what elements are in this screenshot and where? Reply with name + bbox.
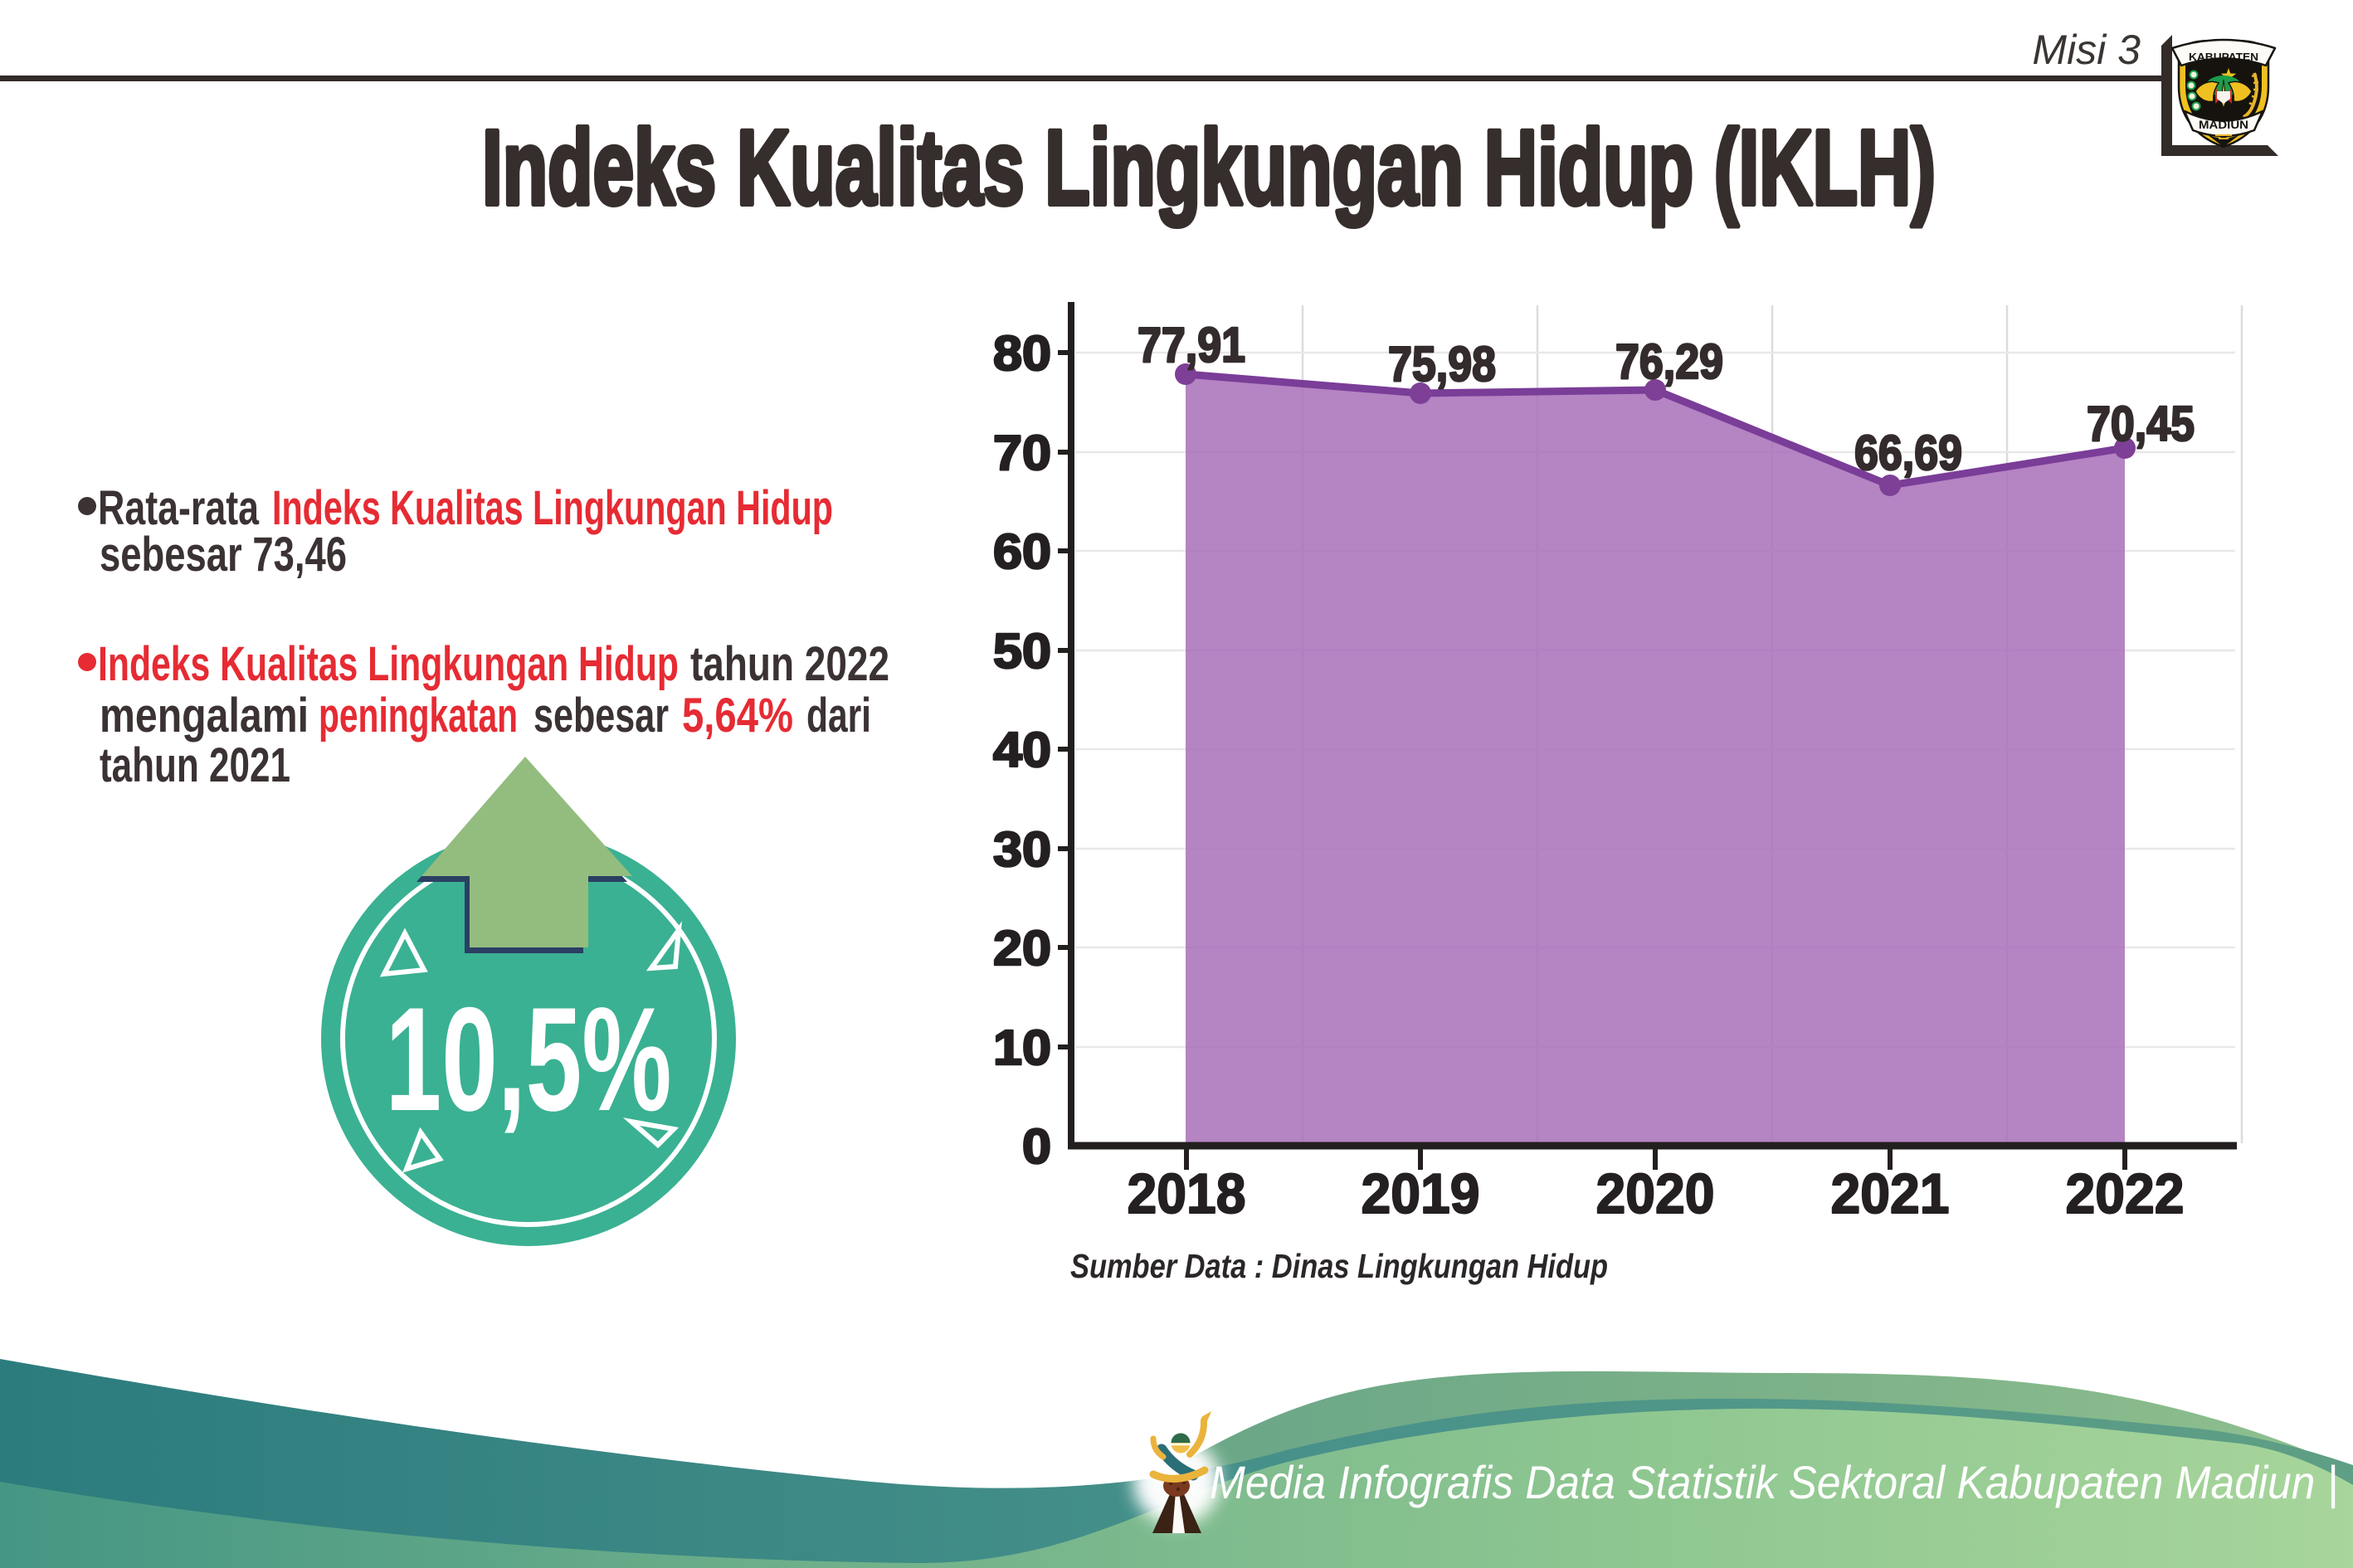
svg-text:70: 70	[993, 426, 1051, 480]
svg-text:5,64%: 5,64%	[682, 689, 793, 743]
svg-text:2020: 2020	[1596, 1162, 1715, 1225]
svg-text:2019: 2019	[1362, 1162, 1480, 1225]
svg-text:76,29: 76,29	[1615, 334, 1723, 389]
svg-text:80: 80	[993, 326, 1051, 381]
svg-text:Indeks Kualitas Lingkungan Hid: Indeks Kualitas Lingkungan Hidup	[272, 481, 833, 535]
svg-text:40: 40	[993, 723, 1051, 777]
svg-text:66,69: 66,69	[1854, 426, 1962, 480]
svg-text:dari: dari	[806, 689, 871, 743]
svg-text:2021: 2021	[1831, 1162, 1950, 1225]
svg-text:Indeks Kualitas Lingkungan Hid: Indeks Kualitas Lingkungan Hidup (IKLH)	[482, 109, 1936, 227]
svg-text:75,98: 75,98	[1388, 337, 1496, 392]
svg-text:20: 20	[993, 921, 1051, 976]
svg-text:2022: 2022	[2066, 1162, 2185, 1225]
svg-text:Media Infografis Data Statisti: Media Infografis Data Statistik Sektoral…	[1210, 1456, 2338, 1509]
svg-text:70,45: 70,45	[2087, 397, 2195, 451]
svg-text:50: 50	[993, 624, 1051, 679]
svg-text:sebesar 73,46: sebesar 73,46	[100, 528, 347, 582]
svg-text:60: 60	[993, 524, 1051, 579]
svg-text:KABUPATEN: KABUPATEN	[2189, 51, 2258, 63]
svg-text:mengalami: mengalami	[100, 689, 309, 743]
svg-text:2018: 2018	[1128, 1162, 1246, 1225]
svg-text:10,5%: 10,5%	[386, 976, 672, 1142]
svg-text:Misi 3: Misi 3	[2032, 27, 2141, 73]
svg-text:Sumber Data : Dinas Lingkungan: Sumber Data : Dinas Lingkungan Hidup	[1070, 1247, 1608, 1285]
svg-text:77,91: 77,91	[1138, 318, 1245, 373]
svg-text:sebesar: sebesar	[533, 689, 669, 743]
svg-text:10: 10	[993, 1020, 1051, 1075]
svg-text:MADIUN: MADIUN	[2199, 119, 2248, 131]
svg-text:tahun 2022: tahun 2022	[690, 637, 889, 691]
svg-text:0: 0	[1022, 1119, 1051, 1174]
svg-text:Rata-rata: Rata-rata	[98, 481, 260, 535]
svg-text:Indeks Kualitas Lingkungan Hid: Indeks Kualitas Lingkungan Hidup	[98, 637, 679, 691]
svg-text:tahun 2021: tahun 2021	[100, 738, 290, 792]
svg-text:30: 30	[993, 822, 1051, 877]
svg-text:peningkatan: peningkatan	[319, 689, 518, 743]
